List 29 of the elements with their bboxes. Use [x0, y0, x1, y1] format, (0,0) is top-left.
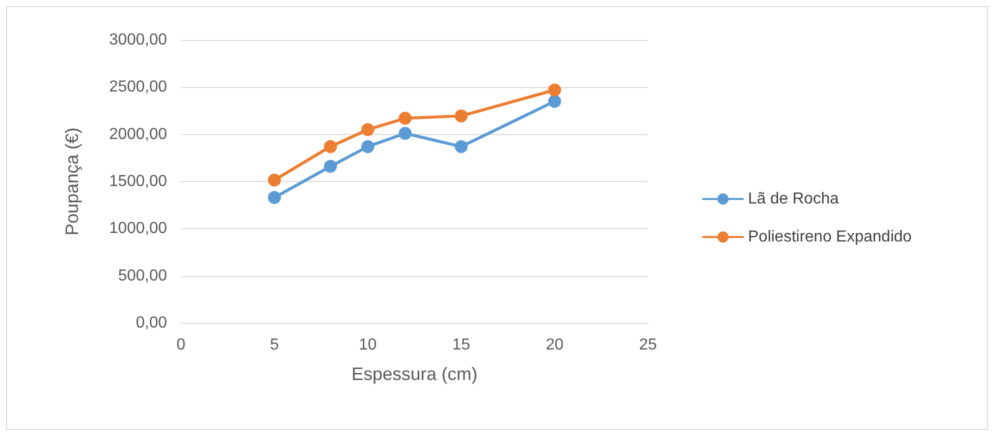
point: [548, 84, 562, 96]
y-axis-title: Poupança (€): [62, 127, 82, 236]
point: [361, 140, 374, 154]
y-tick-label: 3000,00: [109, 32, 168, 48]
y-tick-label: 2500,00: [109, 78, 168, 96]
point: [548, 94, 562, 108]
legend-label: Poliestireno Expandido: [748, 228, 912, 246]
y-tick-label: 2000,00: [109, 126, 168, 143]
point: [454, 109, 468, 122]
point: [268, 174, 281, 187]
point: [324, 140, 337, 154]
y-tick-label: 0,00: [136, 314, 168, 332]
y-tick-label: 500,00: [118, 267, 168, 284]
point: [398, 126, 412, 140]
point: [454, 140, 468, 154]
x-tick-label: 10: [358, 336, 377, 354]
y-tick-label: 1500,00: [109, 173, 168, 190]
x-tick-label: 5: [270, 336, 279, 354]
y-tick-label: 1000,00: [109, 220, 168, 238]
x-axis-title: Espessura (cm): [351, 364, 478, 384]
point: [361, 123, 374, 136]
point: [324, 160, 337, 173]
x-tick-label: 15: [452, 336, 470, 354]
x-tick-label: 0: [176, 336, 186, 354]
point: [268, 191, 281, 204]
x-tick-label: 20: [546, 336, 564, 354]
x-tick-label: 25: [639, 336, 657, 354]
point: [398, 112, 412, 125]
legend-label: Lã de Rocha: [748, 190, 839, 208]
